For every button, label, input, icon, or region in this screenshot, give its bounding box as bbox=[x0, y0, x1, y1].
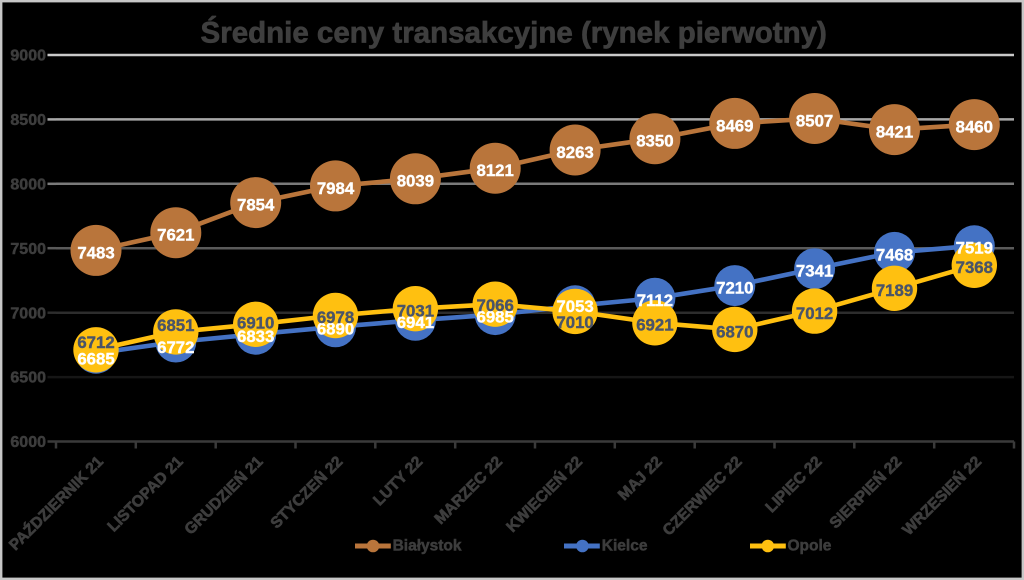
svg-text:6500: 6500 bbox=[10, 370, 46, 387]
svg-text:8500: 8500 bbox=[10, 112, 46, 129]
svg-text:8421: 8421 bbox=[876, 123, 913, 142]
svg-text:7468: 7468 bbox=[876, 245, 913, 264]
svg-text:8507: 8507 bbox=[796, 111, 833, 130]
svg-text:6685: 6685 bbox=[77, 350, 114, 369]
svg-text:7210: 7210 bbox=[716, 279, 753, 298]
svg-text:7031: 7031 bbox=[397, 302, 434, 321]
svg-text:8263: 8263 bbox=[556, 143, 593, 162]
svg-text:6870: 6870 bbox=[716, 322, 753, 341]
svg-text:6978: 6978 bbox=[317, 308, 354, 327]
svg-text:7189: 7189 bbox=[876, 281, 913, 300]
svg-text:7112: 7112 bbox=[637, 291, 673, 310]
svg-text:6712: 6712 bbox=[77, 333, 114, 352]
svg-text:Białystok: Białystok bbox=[393, 538, 462, 555]
svg-text:8469: 8469 bbox=[716, 116, 753, 135]
svg-text:6000: 6000 bbox=[10, 434, 46, 451]
svg-text:6833: 6833 bbox=[237, 327, 274, 346]
svg-text:Kielce: Kielce bbox=[602, 538, 648, 555]
svg-text:7012: 7012 bbox=[796, 304, 833, 323]
svg-text:6985: 6985 bbox=[477, 308, 514, 327]
svg-text:Średnie ceny transakcyjne (ryn: Średnie ceny transakcyjne (rynek pierwot… bbox=[201, 16, 827, 50]
svg-text:6851: 6851 bbox=[157, 316, 194, 335]
svg-text:Opole: Opole bbox=[788, 538, 832, 555]
svg-text:7500: 7500 bbox=[10, 241, 46, 258]
svg-text:7341: 7341 bbox=[796, 262, 833, 281]
svg-text:6890: 6890 bbox=[317, 320, 354, 339]
svg-text:8121: 8121 bbox=[477, 161, 514, 180]
svg-text:6772: 6772 bbox=[157, 338, 194, 357]
svg-text:6941: 6941 bbox=[397, 313, 434, 332]
svg-text:8460: 8460 bbox=[956, 118, 993, 137]
svg-text:7000: 7000 bbox=[10, 305, 46, 322]
svg-text:7483: 7483 bbox=[77, 243, 114, 262]
svg-text:7066: 7066 bbox=[477, 296, 514, 315]
svg-text:7010: 7010 bbox=[556, 313, 593, 332]
svg-text:8039: 8039 bbox=[397, 172, 434, 191]
svg-text:7368: 7368 bbox=[956, 258, 993, 277]
svg-text:8350: 8350 bbox=[636, 132, 673, 151]
svg-text:6910: 6910 bbox=[237, 314, 274, 333]
svg-text:7621: 7621 bbox=[157, 226, 194, 245]
svg-text:6921: 6921 bbox=[636, 316, 673, 335]
svg-text:7984: 7984 bbox=[317, 179, 355, 198]
svg-text:7053: 7053 bbox=[556, 297, 593, 316]
svg-text:7519: 7519 bbox=[956, 239, 993, 258]
svg-text:7854: 7854 bbox=[237, 196, 275, 215]
svg-text:9000: 9000 bbox=[10, 48, 46, 65]
svg-text:8000: 8000 bbox=[10, 176, 46, 193]
